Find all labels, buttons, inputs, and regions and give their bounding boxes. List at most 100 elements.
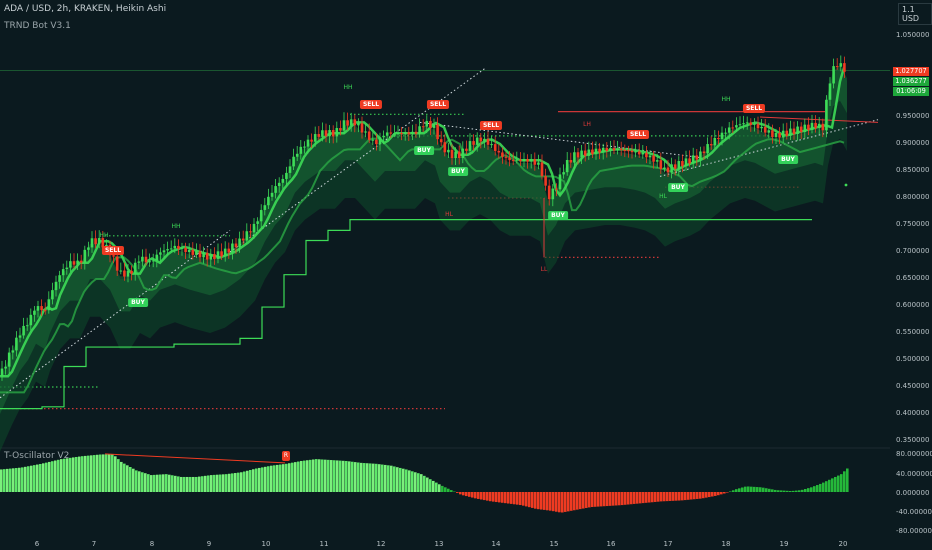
candle-body [778, 132, 781, 138]
candle-body [360, 123, 364, 133]
oscillator-bar [432, 480, 435, 492]
oscillator-bar [132, 468, 135, 492]
candle-body [87, 247, 90, 250]
candle-body [83, 249, 87, 263]
symbol-title[interactable]: ADA / USD, 2h, KRAKEN, Heikin Ashi [4, 4, 167, 14]
oscillator-title[interactable]: T-Oscillator V2 [4, 451, 70, 461]
oscillator-bar [369, 463, 372, 492]
oscillator-bar [444, 487, 447, 492]
buy-signal[interactable]: BUY [448, 167, 468, 176]
time-label: 7 [91, 540, 97, 548]
oscillator-bar [114, 456, 117, 492]
candle-body [90, 238, 94, 248]
candle-body [724, 132, 727, 134]
oscillator-bar [360, 462, 363, 492]
candle-body [439, 139, 443, 143]
buy-signal[interactable]: BUY [778, 155, 798, 164]
oscillator-bar [564, 492, 567, 512]
oscillator-bar [765, 488, 768, 492]
candle-body [274, 186, 277, 193]
candle-body [306, 139, 310, 147]
oscillator-bar [570, 492, 573, 511]
buy-signal[interactable]: BUY [414, 146, 434, 155]
trailing-stop-line [0, 219, 812, 410]
currency-button[interactable]: 1.1 USD [898, 3, 932, 25]
candle-body [490, 144, 493, 146]
oscillator-bar [639, 492, 642, 504]
oscillator-bar [525, 492, 528, 507]
oscillator-bar [711, 492, 714, 497]
buy-signal[interactable]: BUY [548, 211, 568, 220]
oscillator-bar [468, 492, 471, 497]
candle-body [79, 260, 83, 263]
oscillator-bar [339, 460, 342, 492]
oscillator-bar [687, 492, 690, 500]
oscillator-bar [168, 474, 171, 492]
oscillator-bar [348, 461, 351, 492]
oscillator-bar [345, 460, 348, 492]
candle-body [393, 133, 396, 135]
oscillator-bar [222, 474, 225, 492]
sell-signal[interactable]: SELL [479, 121, 503, 130]
oscillator-bar [723, 492, 726, 494]
oscillator-bar [63, 458, 66, 492]
oscillator-bar [150, 475, 153, 492]
oscillator-bar [258, 467, 261, 492]
indicator-title[interactable]: TRND Bot V3.1 [4, 21, 71, 31]
oscillator-bar [615, 492, 618, 506]
sell-signal[interactable]: SELL [101, 246, 125, 255]
oscillator-bar [351, 461, 354, 492]
oscillator-bar [270, 465, 273, 492]
candle-body [231, 243, 234, 253]
osc-axis-label: 0.000000 [896, 489, 930, 497]
oscillator-bar [465, 492, 468, 497]
oscillator-bar [717, 492, 720, 496]
sell-signal[interactable]: SELL [359, 100, 383, 109]
candle-body [411, 131, 414, 135]
moving-average-fast [0, 67, 846, 378]
candle-body [493, 144, 497, 151]
candle-body [666, 167, 670, 173]
oscillator-bar [54, 460, 57, 492]
oscillator-bar [660, 492, 663, 502]
oscillator-bar [621, 492, 624, 506]
candle-body [479, 137, 483, 142]
candle-body [436, 124, 439, 140]
sell-signal[interactable]: SELL [626, 130, 650, 139]
oscillator-bar [402, 468, 405, 492]
candle-body [796, 126, 799, 134]
oscillator-bar [654, 492, 657, 502]
candle-body [576, 152, 580, 158]
candle-body [529, 159, 533, 162]
oscillator-bar [450, 490, 453, 492]
candle-body [367, 131, 371, 140]
oscillator-bar [183, 476, 186, 492]
oscillator-bar [417, 473, 420, 492]
sell-signal[interactable]: SELL [742, 104, 766, 113]
candle-body [558, 174, 562, 190]
candle-body [670, 164, 673, 173]
sell-signal[interactable]: SELL [426, 100, 450, 109]
candle-body [245, 231, 249, 241]
oscillator-bar [741, 487, 744, 492]
oscillator-bar [696, 492, 699, 499]
candle-body [562, 172, 565, 175]
candle-body [745, 122, 749, 124]
oscillator-bar [648, 492, 651, 503]
buy-signal[interactable]: BUY [668, 183, 688, 192]
oscillator-bar [453, 491, 456, 493]
oscillator-bar [321, 459, 324, 492]
oscillator-bar [396, 467, 399, 492]
oscillator-bar [627, 492, 630, 505]
candle-body [205, 252, 209, 260]
oscillator-bar [261, 467, 264, 492]
signal-dot [844, 183, 848, 187]
candle-body [461, 148, 465, 158]
buy-signal[interactable]: BUY [128, 298, 148, 307]
candle-body [598, 148, 601, 153]
candle-body [627, 150, 630, 152]
candle-body [450, 149, 454, 159]
candle-body [429, 120, 432, 128]
